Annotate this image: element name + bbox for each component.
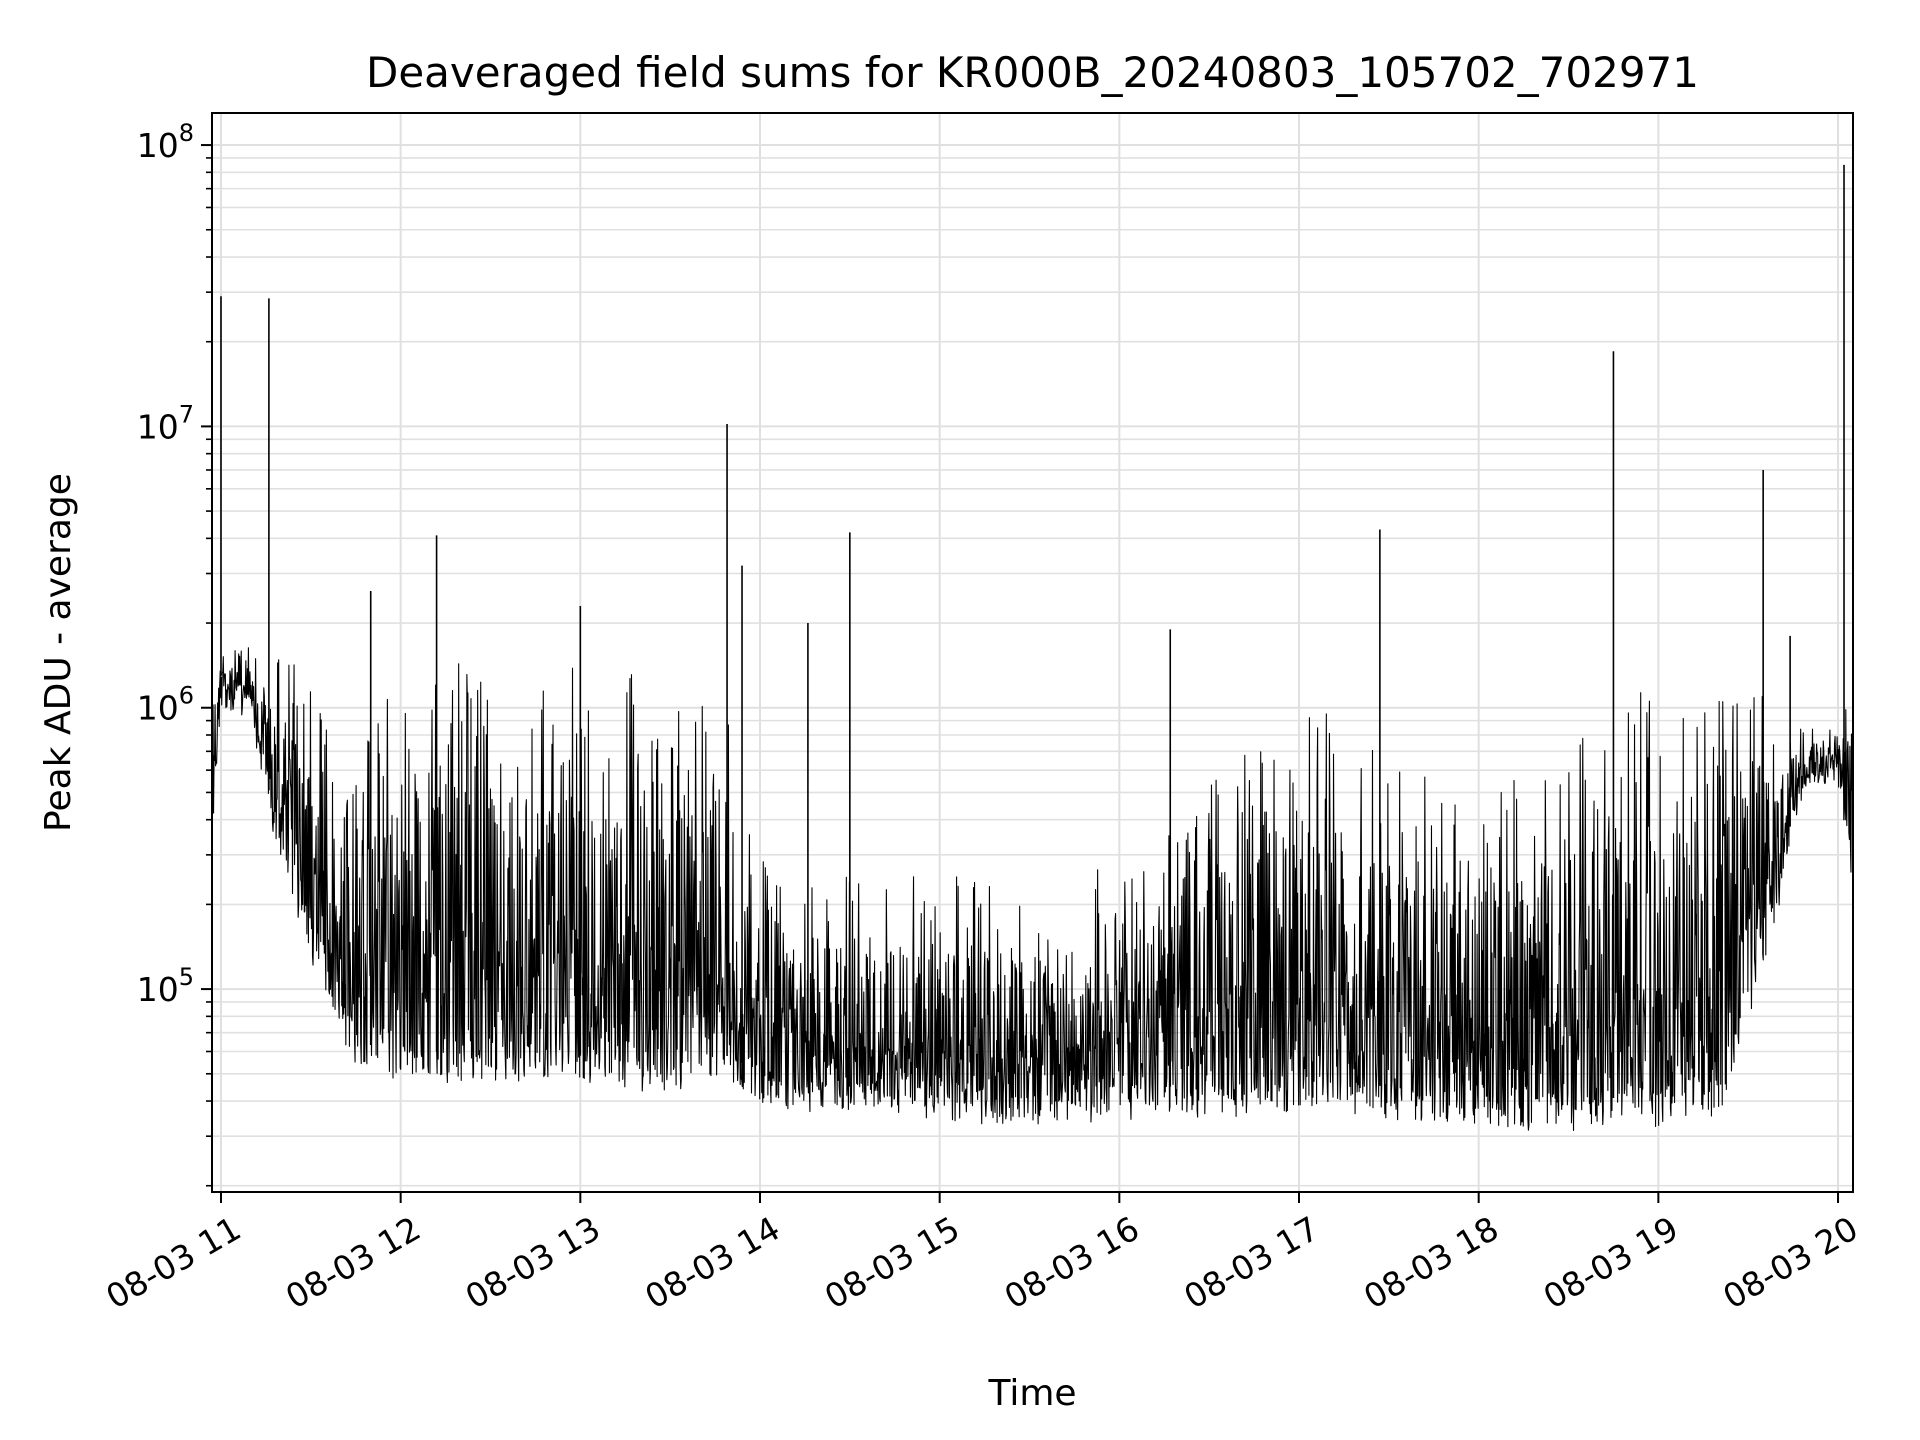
y-tick-label: 108 bbox=[137, 119, 194, 165]
y-axis-label: Peak ADU - average bbox=[38, 473, 79, 832]
data-series bbox=[211, 164, 1854, 1132]
y-tick-label: 105 bbox=[137, 963, 194, 1009]
chart-title: Deaveraged field sums for KR000B_2024080… bbox=[366, 48, 1699, 97]
y-tick-label: 106 bbox=[137, 682, 194, 728]
plot-frame bbox=[211, 112, 1854, 1193]
x-axis-label: Time bbox=[987, 1373, 1076, 1414]
y-tick-label: 107 bbox=[137, 400, 194, 446]
data-line bbox=[211, 647, 1854, 1132]
